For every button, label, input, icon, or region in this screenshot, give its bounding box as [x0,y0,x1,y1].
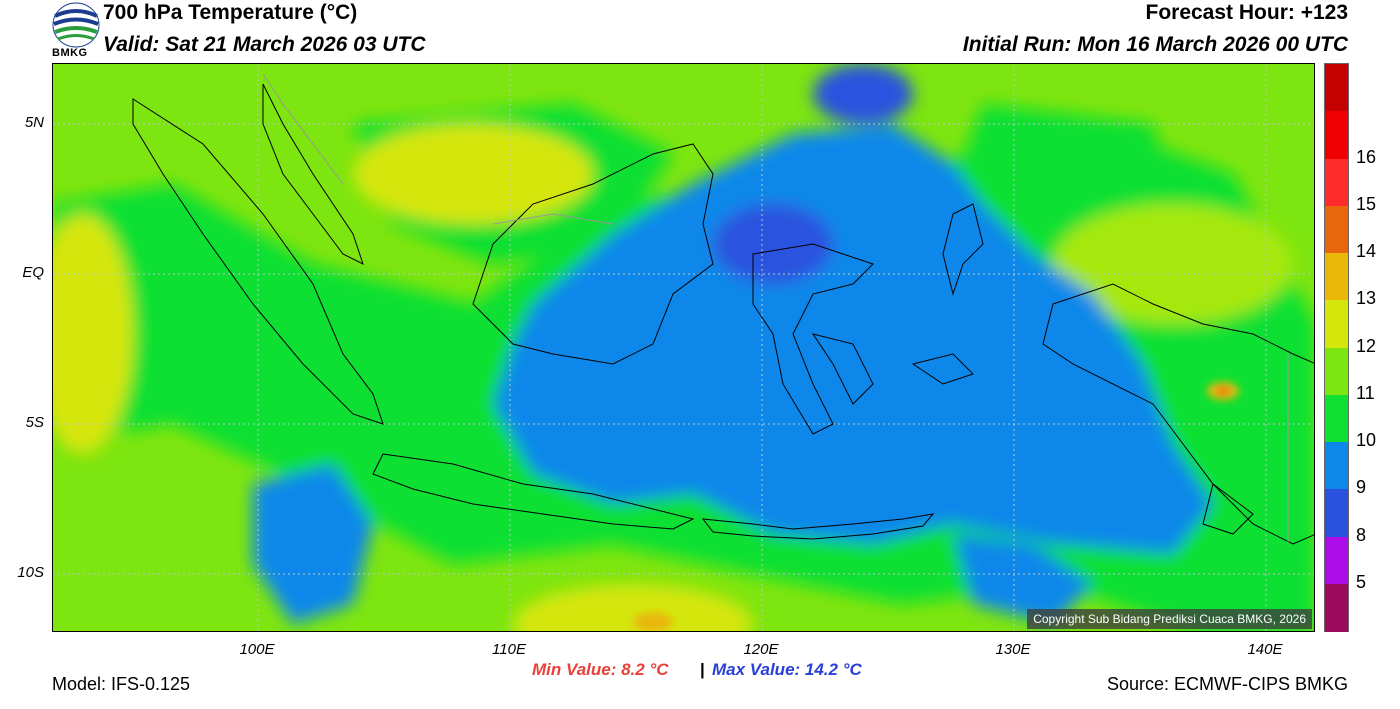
colorbar-label: 14 [1356,241,1377,261]
map-title: 700 hPa Temperature (°C) [103,1,358,24]
colorbar-segment [1325,583,1348,632]
colorbar-label: 11 [1356,382,1375,403]
colorbar-segment [1325,394,1348,443]
colorbar-segment [1325,253,1348,301]
colorbar-label: 12 [1356,335,1377,356]
stats-separator: | [700,660,705,679]
colorbar-segment [1325,347,1348,396]
colorbar-label: 8 [1356,524,1367,545]
valid-time: Valid: Sat 21 March 2026 03 UTC [103,33,426,56]
forecast-hour: Forecast Hour: +123 [1145,1,1349,24]
source-label: Source: ECMWF-CIPS BMKG [1106,674,1348,694]
copyright-notice: Copyright Sub Bidang Prediksi Cuaca BMKG… [1027,609,1312,629]
colorbar-segment [1325,64,1348,112]
colorbar [1324,63,1349,632]
lon-label-110e: 110E [492,641,526,658]
lat-label-10s: 10S [17,564,44,581]
lon-label-130e: 130E [995,641,1031,658]
colorbar-segment [1325,300,1348,348]
colorbar-segment [1325,442,1348,490]
initial-run: Initial Run: Mon 16 March 2026 00 UTC [962,33,1348,56]
colorbar-segment [1325,536,1348,585]
colorbar-label: 10 [1356,430,1377,450]
lon-label-100e: 100E [239,641,275,658]
colorbar-segment [1325,205,1348,254]
lon-label-140e: 140E [1247,641,1283,658]
map-field [53,64,1314,631]
lon-label-120e: 120E [743,641,779,658]
colorbar-segment [1325,111,1348,159]
max-value: Max Value: 14.2 °C [712,660,862,679]
colorbar-label: 16 [1356,146,1377,167]
colorbar-segment [1325,489,1348,537]
lat-label-eq: EQ [22,264,44,281]
bmkg-logo [52,2,100,60]
min-value: Min Value: 8.2 °C [532,660,669,679]
colorbar-label: 13 [1356,288,1377,309]
lat-label-5s: 5S [25,414,44,431]
colorbar-segment [1325,158,1348,207]
bmkg-logo-text: BMKG [52,47,88,59]
temperature-map[interactable]: Copyright Sub Bidang Prediksi Cuaca BMKG… [52,63,1315,632]
colorbar-label: 15 [1356,193,1377,214]
colorbar-label: 5 [1356,571,1367,592]
colorbar-label: 9 [1356,477,1367,498]
lat-label-5n: 5N [24,114,44,131]
model-label: Model: IFS-0.125 [52,674,191,694]
